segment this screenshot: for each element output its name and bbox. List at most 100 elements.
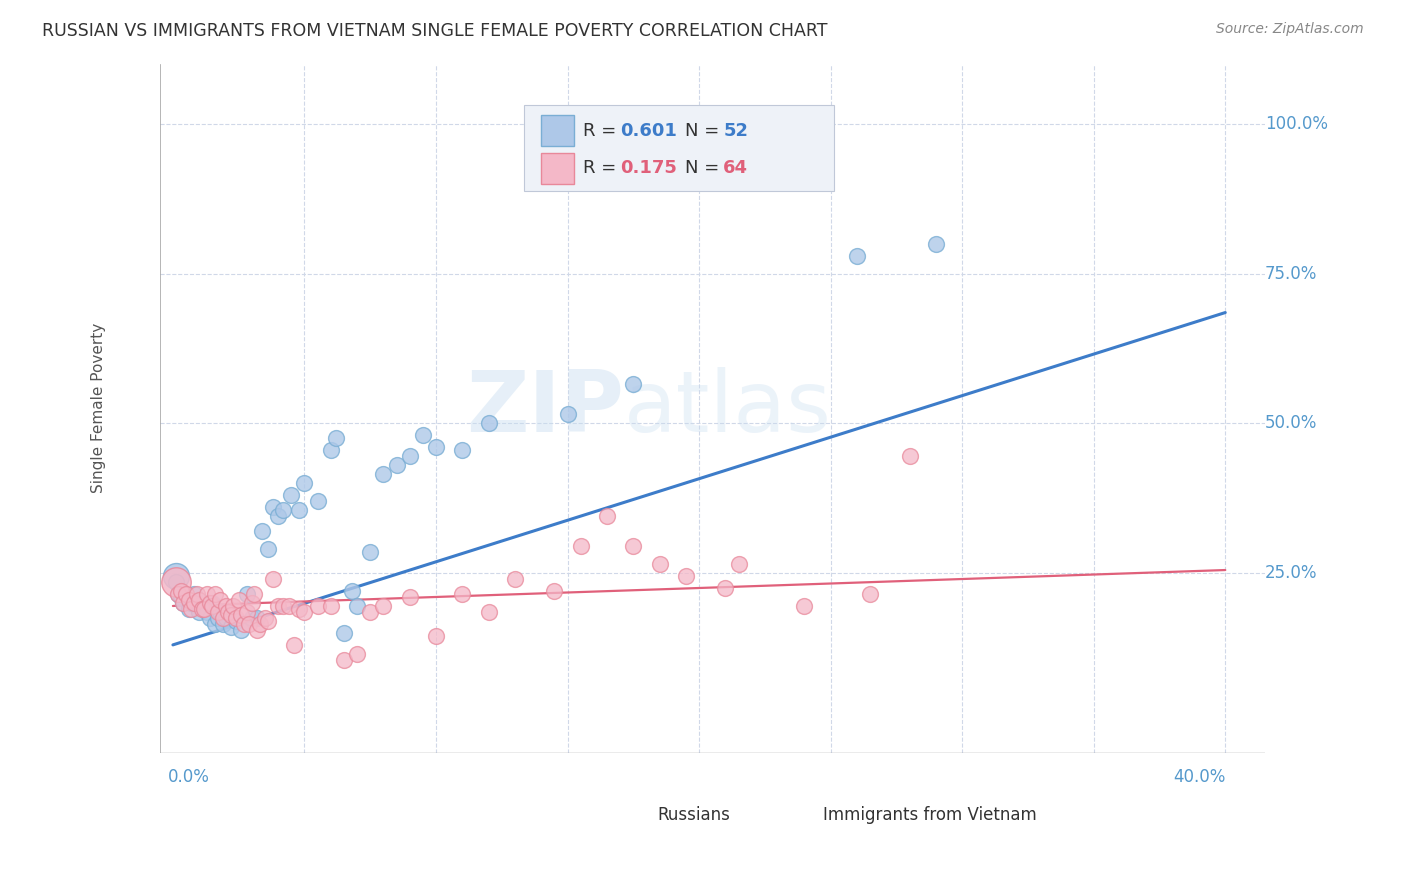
Point (273, 503, 295, 517)
Point (262, 572, 284, 586)
Point (333, 626, 356, 640)
Text: 40.0%: 40.0% (1173, 768, 1225, 786)
Point (294, 605, 316, 619)
Point (288, 503, 311, 517)
Point (925, 236, 948, 251)
Point (398, 450, 420, 464)
Point (235, 605, 257, 619)
Point (288, 602, 311, 616)
Point (727, 557, 749, 571)
Point (191, 602, 214, 616)
Text: 0.175: 0.175 (620, 159, 678, 178)
Point (212, 616, 235, 631)
Text: RUSSIAN VS IMMIGRANTS FROM VIETNAM SINGLE FEMALE POVERTY CORRELATION CHART: RUSSIAN VS IMMIGRANTS FROM VIETNAM SINGL… (42, 22, 828, 40)
Point (267, 509, 290, 524)
Point (325, 431, 347, 445)
Point (256, 614, 278, 628)
Text: 25.0%: 25.0% (1265, 564, 1317, 582)
Point (503, 572, 526, 586)
Text: ZIP: ZIP (467, 367, 624, 450)
Bar (541, 153, 574, 184)
Point (180, 596, 202, 610)
Text: Immigrants from Vietnam: Immigrants from Vietnam (823, 805, 1036, 823)
Point (209, 593, 232, 607)
Point (183, 596, 205, 610)
Point (256, 542, 278, 557)
Point (319, 443, 342, 458)
Point (283, 638, 305, 652)
Point (294, 476, 316, 491)
Point (543, 584, 565, 599)
Point (225, 611, 247, 625)
Point (240, 596, 263, 610)
Point (621, 377, 644, 392)
Point (243, 587, 266, 601)
Point (193, 596, 215, 610)
Point (307, 599, 329, 613)
Point (186, 599, 208, 613)
Point (231, 623, 253, 637)
Point (333, 653, 356, 667)
Point (557, 408, 579, 422)
Text: atlas: atlas (624, 367, 832, 450)
Point (793, 599, 815, 613)
Point (451, 587, 474, 601)
Text: 64: 64 (723, 159, 748, 178)
Point (478, 605, 501, 619)
Text: 0.0%: 0.0% (167, 768, 209, 786)
Point (214, 599, 236, 613)
Point (340, 584, 363, 599)
Point (267, 599, 290, 613)
Point (198, 611, 221, 625)
Point (188, 605, 211, 619)
Point (359, 605, 381, 619)
Point (307, 494, 329, 508)
Point (262, 500, 284, 515)
Point (246, 623, 269, 637)
Bar (541, 115, 574, 146)
Point (198, 596, 221, 610)
Text: N =: N = (685, 159, 724, 178)
Point (174, 587, 197, 601)
Point (177, 593, 200, 607)
Point (165, 574, 187, 589)
Text: Single Female Poverty: Single Female Poverty (91, 323, 107, 493)
Point (359, 545, 381, 559)
Point (425, 440, 447, 454)
Point (212, 611, 235, 625)
Bar (792, 802, 814, 829)
Text: R =: R = (583, 122, 621, 140)
Point (478, 417, 501, 431)
Point (167, 587, 190, 601)
Point (233, 616, 256, 631)
Point (195, 587, 218, 601)
Point (183, 587, 205, 601)
Point (675, 569, 697, 583)
Text: 52: 52 (723, 122, 748, 140)
Point (240, 611, 263, 625)
Point (165, 574, 187, 589)
Point (398, 590, 420, 604)
Point (231, 607, 253, 622)
Text: Source: ZipAtlas.com: Source: ZipAtlas.com (1216, 22, 1364, 37)
Point (180, 602, 202, 616)
Point (225, 614, 247, 628)
Point (207, 605, 229, 619)
Point (228, 593, 250, 607)
Text: 0.601: 0.601 (620, 122, 678, 140)
Point (191, 599, 214, 613)
Point (209, 605, 232, 619)
Text: 50.0%: 50.0% (1265, 414, 1317, 433)
Text: N =: N = (685, 122, 724, 140)
Point (346, 599, 368, 613)
Text: Russians: Russians (657, 805, 730, 823)
Point (186, 587, 208, 601)
Point (204, 587, 226, 601)
Point (217, 605, 239, 619)
Point (451, 443, 474, 458)
Point (193, 602, 215, 616)
Point (235, 587, 257, 601)
Point (172, 596, 194, 610)
Point (170, 584, 193, 599)
Point (596, 509, 619, 524)
